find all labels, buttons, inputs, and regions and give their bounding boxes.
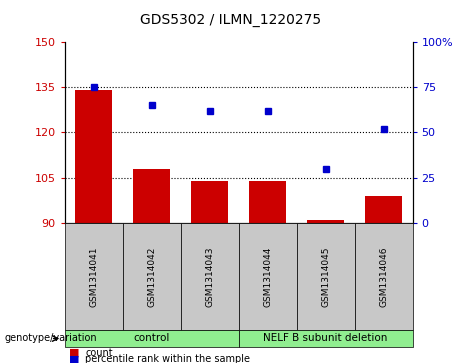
Text: GSM1314046: GSM1314046 <box>379 246 388 307</box>
Text: control: control <box>133 334 170 343</box>
Text: GSM1314045: GSM1314045 <box>321 246 330 307</box>
Text: percentile rank within the sample: percentile rank within the sample <box>85 354 250 363</box>
Bar <box>75 90 112 223</box>
Text: genotype/variation: genotype/variation <box>5 334 97 343</box>
Bar <box>191 181 228 223</box>
Text: count: count <box>85 348 113 358</box>
Text: NELF B subunit deletion: NELF B subunit deletion <box>263 334 388 343</box>
Text: GSM1314042: GSM1314042 <box>147 246 156 307</box>
Bar <box>365 196 402 223</box>
Text: GSM1314043: GSM1314043 <box>205 246 214 307</box>
Text: GDS5302 / ILMN_1220275: GDS5302 / ILMN_1220275 <box>140 13 321 27</box>
Bar <box>249 181 286 223</box>
Text: GSM1314041: GSM1314041 <box>89 246 98 307</box>
Bar <box>133 169 171 223</box>
Text: GSM1314044: GSM1314044 <box>263 246 272 307</box>
Text: ■: ■ <box>69 354 80 363</box>
Bar <box>307 220 344 223</box>
Text: ■: ■ <box>69 348 80 358</box>
